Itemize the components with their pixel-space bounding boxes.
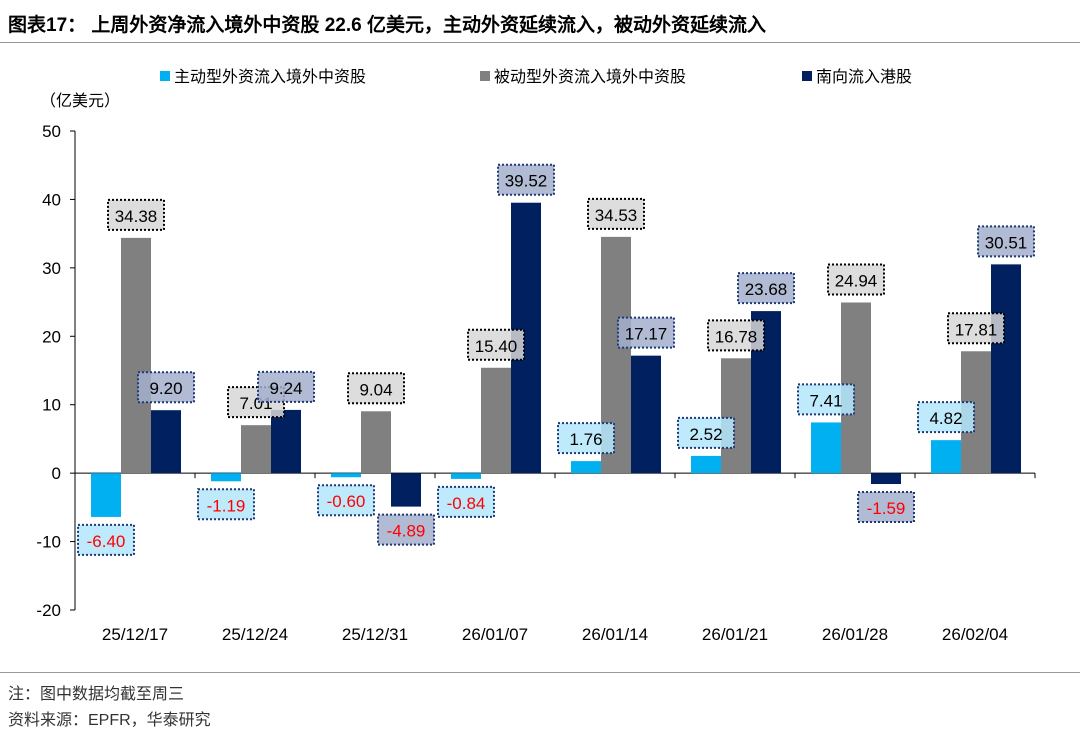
data-label: 9.24 <box>269 379 302 398</box>
bar-1 <box>241 425 271 474</box>
data-label: 17.17 <box>625 325 668 344</box>
y-tick-label: 30 <box>42 259 61 278</box>
data-label-box <box>797 383 855 416</box>
data-label-box <box>107 198 165 231</box>
data-label: -6.40 <box>87 532 126 551</box>
x-tick-label: 26/02/04 <box>942 625 1008 644</box>
data-label: 2.52 <box>689 425 722 444</box>
data-label-box <box>617 316 675 349</box>
bar-2 <box>391 473 421 507</box>
data-label-box <box>137 371 195 404</box>
data-label-box <box>317 484 375 517</box>
data-label-box <box>857 491 915 524</box>
bar-0 <box>811 422 841 474</box>
x-tick-label: 25/12/17 <box>102 625 168 644</box>
data-label: -1.19 <box>207 496 246 515</box>
data-label: 24.94 <box>835 271 878 290</box>
data-label: -4.89 <box>387 522 426 541</box>
data-label: -0.60 <box>327 492 366 511</box>
bar-2 <box>991 264 1021 474</box>
data-label: 34.38 <box>115 207 158 226</box>
legend-label: 被动型外资流入境外中资股 <box>494 67 686 86</box>
bar-0 <box>331 473 361 478</box>
data-label-box <box>587 197 645 230</box>
data-label-box <box>557 422 615 455</box>
data-label: 39.52 <box>505 172 548 191</box>
data-label: 16.78 <box>715 327 758 346</box>
data-label: -0.84 <box>447 494 486 513</box>
data-label-box <box>977 225 1035 258</box>
data-label-box <box>347 372 405 405</box>
data-label: 34.53 <box>595 206 638 225</box>
y-tick-label: 10 <box>42 396 61 415</box>
legend-label: 主动型外资流入境外中资股 <box>174 67 366 86</box>
figure-title: 图表17： 上周外资净流入境外中资股 22.6 亿美元，主动外资延续流入，被动外… <box>8 15 766 36</box>
data-label: 7.41 <box>809 391 842 410</box>
data-label-box <box>467 328 525 361</box>
data-label-box <box>497 163 555 196</box>
data-label: 23.68 <box>745 280 788 299</box>
x-tick-label: 26/01/28 <box>822 625 888 644</box>
y-axis-unit: （亿美元） <box>40 92 120 110</box>
bar-0 <box>931 440 961 474</box>
x-tick-label: 25/12/24 <box>222 625 288 644</box>
bar-2 <box>631 355 661 474</box>
data-label-box <box>437 485 495 518</box>
y-tick-label: 20 <box>42 327 61 346</box>
y-tick-label: -20 <box>36 601 61 620</box>
y-tick-label: -10 <box>36 533 61 552</box>
x-tick-label: 26/01/14 <box>582 625 648 644</box>
data-label-box <box>737 272 795 305</box>
data-label-box <box>827 263 885 296</box>
legend-swatch <box>480 71 490 81</box>
source-text: 资料来源：EPFR，华泰研究 <box>8 712 211 729</box>
bar-2 <box>151 410 181 474</box>
legend-swatch <box>802 71 812 81</box>
x-tick-label: 25/12/31 <box>342 625 408 644</box>
x-tick-label: 26/01/07 <box>462 625 528 644</box>
y-tick-label: 50 <box>42 122 61 141</box>
data-label: 9.04 <box>359 380 392 399</box>
bar-0 <box>211 473 241 482</box>
title-divider <box>0 42 1080 43</box>
data-label-box <box>197 488 255 521</box>
data-label: -1.59 <box>867 499 906 518</box>
data-label-box <box>257 370 315 403</box>
bar-chart: -20 -10 0 10 20 30 40 50 （亿美元） 25/12/17 25/12/24 25… <box>36 67 1036 644</box>
data-label-box <box>917 401 975 434</box>
y-tick-label: 40 <box>42 190 61 209</box>
bar-0 <box>91 473 121 517</box>
data-label: 4.82 <box>929 409 962 428</box>
bar-0 <box>571 461 601 474</box>
data-label: 17.81 <box>955 320 998 339</box>
data-label: 1.76 <box>569 430 602 449</box>
data-label-box <box>77 523 135 556</box>
bar-2 <box>871 473 901 485</box>
data-label-box <box>377 513 435 546</box>
data-label-box <box>707 319 765 352</box>
bar-0 <box>451 473 481 479</box>
legend-swatch <box>160 71 170 81</box>
data-label: 15.40 <box>475 337 518 356</box>
bar-1 <box>121 237 151 474</box>
bar-0 <box>691 455 721 474</box>
bar-1 <box>361 411 391 474</box>
note-text: 注：图中数据均截至周三 <box>8 686 185 703</box>
footer-divider <box>0 672 1080 673</box>
x-tick-label: 26/01/21 <box>702 625 768 644</box>
bar-1 <box>481 367 511 474</box>
y-tick-label: 0 <box>52 464 61 483</box>
data-label: 30.51 <box>985 233 1028 252</box>
bar-2 <box>271 409 301 474</box>
data-label: 9.20 <box>149 379 182 398</box>
legend-label: 南向流入港股 <box>816 68 912 86</box>
data-label-box <box>947 312 1005 345</box>
data-label-box <box>677 416 735 449</box>
bar-1 <box>721 358 751 474</box>
